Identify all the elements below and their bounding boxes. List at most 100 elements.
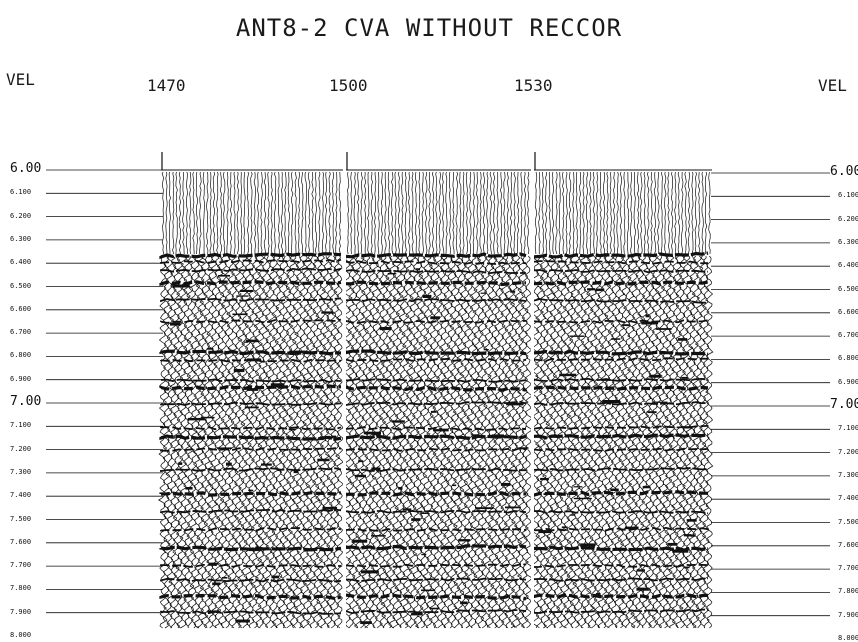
dark-energy-patch	[209, 562, 219, 565]
reflector-band	[533, 526, 709, 532]
dark-energy-patch	[491, 434, 504, 438]
plot-title: ANT8-2 CVA WITHOUT RECCOR	[235, 14, 623, 42]
dark-energy-patch	[212, 582, 221, 586]
dark-energy-patch	[379, 327, 391, 331]
dark-energy-patch	[371, 467, 381, 471]
velocity-label-right: 7.900	[838, 610, 858, 619]
reflector-band	[159, 593, 342, 601]
velocity-label-left: 7.00	[10, 394, 42, 409]
vel-axis-label-left: VEL	[6, 70, 35, 89]
dark-energy-patch	[611, 578, 616, 581]
reflector-band	[344, 491, 527, 497]
velocity-label-right: 7.300	[838, 470, 858, 479]
muted-trace-zone	[534, 171, 711, 255]
dark-energy-patch	[361, 570, 379, 574]
velocity-label-right: 8.000	[838, 634, 858, 642]
velocity-label-left: 7.200	[10, 444, 32, 453]
dark-energy-patch	[573, 486, 583, 488]
reflector-band	[160, 378, 342, 383]
dark-energy-patch	[668, 542, 677, 546]
dark-energy-patch	[387, 272, 397, 275]
reflector-band	[160, 426, 342, 431]
dark-energy-patch	[683, 534, 692, 537]
dark-energy-patch	[243, 341, 249, 343]
wiggle-trace-zone	[531, 255, 714, 629]
dark-energy-patch	[569, 514, 576, 516]
dark-energy-patch	[261, 463, 272, 466]
dark-energy-patch	[421, 553, 427, 556]
dark-energy-patch	[420, 512, 430, 514]
muted-trace-zone	[346, 171, 530, 255]
dark-energy-patch	[352, 539, 368, 543]
dark-energy-patch	[322, 506, 338, 510]
velocity-label-right: 6.500	[838, 284, 858, 293]
reflector-band	[160, 447, 342, 452]
dark-energy-patch	[185, 487, 193, 490]
dark-energy-patch	[172, 284, 190, 288]
reflector-band	[345, 577, 527, 582]
velocity-label-right: 6.100	[838, 191, 858, 200]
dark-energy-patch	[358, 460, 364, 463]
velocity-label-left: 6.700	[10, 328, 32, 337]
dark-energy-patch	[398, 487, 403, 490]
dark-energy-patch	[480, 292, 487, 294]
dark-energy-patch	[505, 506, 521, 509]
dark-energy-patch	[460, 601, 468, 605]
dark-energy-patch	[270, 383, 285, 386]
reflector-band	[159, 252, 342, 260]
dark-energy-patch	[248, 489, 254, 491]
dark-energy-patch	[465, 595, 470, 598]
dark-energy-patch	[232, 313, 248, 316]
reflector-band	[345, 467, 527, 472]
dark-energy-patch	[452, 484, 457, 487]
dark-energy-patch	[573, 497, 592, 500]
reflector-band	[345, 609, 527, 615]
dark-energy-patch	[271, 575, 280, 579]
dark-energy-patch	[624, 526, 639, 530]
reflector-band	[533, 447, 709, 452]
velocity-label-right: 6.800	[838, 354, 858, 363]
reflector-band	[533, 577, 709, 582]
dark-energy-patch	[647, 411, 657, 414]
velocity-label-right: 7.00	[830, 397, 858, 412]
reflector-band	[160, 610, 342, 615]
velocity-label-left: 7.500	[10, 514, 32, 523]
reflector-band	[160, 508, 342, 514]
dark-energy-patch	[430, 607, 440, 610]
dark-energy-patch	[170, 322, 181, 326]
dark-energy-patch	[595, 288, 605, 292]
dark-energy-patch	[244, 406, 259, 409]
velocity-label-left: 7.700	[10, 561, 32, 570]
dark-energy-patch	[683, 566, 690, 569]
dark-energy-patch	[235, 619, 250, 623]
reflector-band	[159, 434, 342, 441]
velocity-label-left: 7.100	[10, 421, 32, 430]
dark-energy-patch	[233, 368, 245, 373]
dark-energy-patch	[372, 433, 381, 436]
reflector-band	[533, 466, 709, 472]
reflector-band	[532, 545, 709, 552]
dark-energy-patch	[430, 410, 437, 413]
reflector-band	[160, 267, 342, 273]
dark-energy-patch	[681, 376, 689, 379]
dark-energy-patch	[672, 550, 689, 553]
reflector-band	[345, 298, 527, 303]
dark-energy-patch	[293, 470, 299, 474]
dark-energy-patch	[207, 610, 219, 613]
dark-energy-patch	[360, 621, 372, 624]
dark-energy-patch	[246, 358, 262, 362]
dark-energy-patch	[538, 530, 552, 534]
dark-energy-patch	[471, 434, 480, 437]
reflector-band	[160, 297, 342, 303]
dark-energy-patch	[642, 485, 651, 489]
dark-energy-patch	[274, 386, 280, 388]
reflector-band	[159, 280, 342, 287]
velocity-label-left: 6.900	[10, 374, 32, 383]
velocity-label-right: 6.00	[830, 164, 858, 179]
reflector-band	[344, 384, 527, 392]
dark-energy-patch	[690, 534, 696, 537]
velocity-label-right: 7.500	[838, 517, 858, 526]
dark-energy-patch	[543, 493, 555, 495]
dark-energy-patch	[246, 388, 259, 391]
velocity-label-right: 7.400	[838, 494, 858, 503]
